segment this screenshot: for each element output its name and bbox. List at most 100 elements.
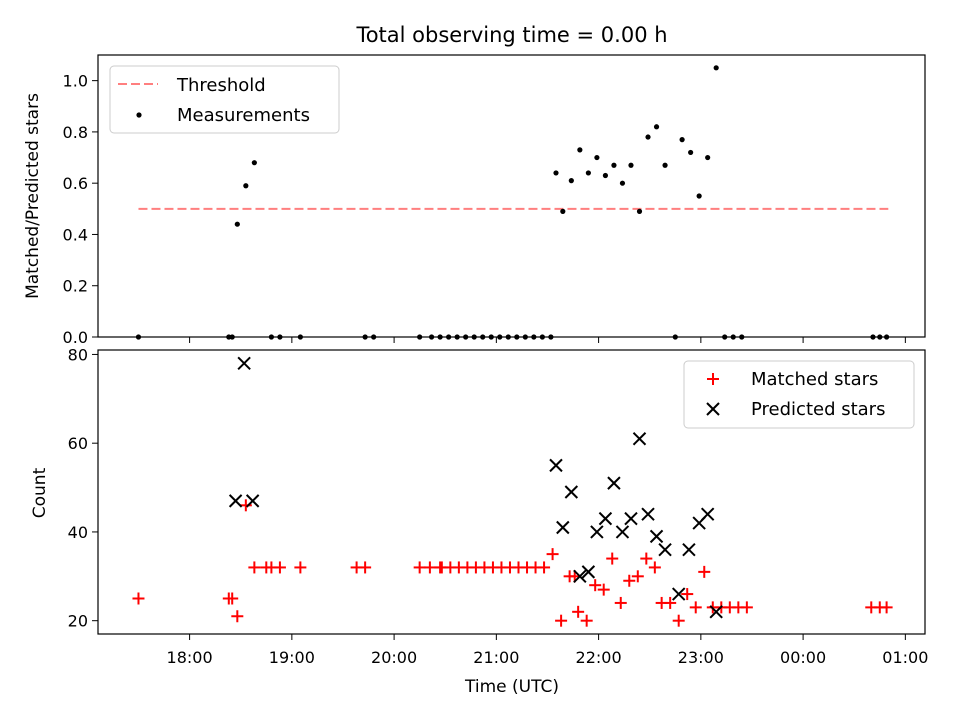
- count-y-tick-label: 60: [68, 434, 88, 453]
- matched-star-point: [597, 583, 610, 596]
- legend-predicted-label: Predicted stars: [751, 399, 885, 420]
- count-y-tick-label: 40: [68, 523, 88, 542]
- predicted-star-point: [682, 542, 696, 557]
- predicted-star-point: [245, 494, 260, 508]
- matched-star-point: [231, 610, 244, 623]
- matched-star-point: [664, 596, 677, 609]
- ratio-y-tick-label: 0.2: [63, 277, 88, 296]
- matched-star-point: [359, 561, 372, 574]
- count-legend: Matched stars Predicted stars: [683, 360, 915, 429]
- legend-matched-label: Matched stars: [751, 369, 878, 390]
- matched-star-point: [631, 570, 644, 583]
- matched-star-point: [606, 552, 619, 565]
- legend-predicted-swatch: [706, 402, 720, 416]
- matched-star-point: [239, 499, 252, 512]
- measurement-point: [251, 160, 257, 166]
- predicted-star-point: [228, 494, 243, 508]
- predicted-star-point: [632, 432, 647, 446]
- ratio-y-axis-label: Matched/Predicted stars: [23, 93, 43, 299]
- predicted-star-point: [590, 525, 604, 539]
- matched-star-point: [614, 596, 627, 609]
- matched-star-point: [698, 565, 711, 578]
- measurement-point: [662, 162, 668, 168]
- matched-star-point: [413, 561, 426, 574]
- matched-star-point: [226, 592, 239, 605]
- matched-star-point: [132, 592, 145, 605]
- predicted-star-point: [598, 511, 613, 526]
- measurement-point: [611, 162, 617, 168]
- count-x-tick-label: 20:00: [371, 648, 417, 667]
- measurement-point: [585, 170, 591, 176]
- measurement-point: [568, 178, 574, 184]
- count-x-tick-label: 23:00: [678, 648, 724, 667]
- measurement-point: [577, 147, 583, 153]
- matched-star-point: [648, 561, 661, 574]
- measurement-point: [653, 124, 660, 130]
- matched-star-point: [572, 605, 585, 618]
- predicted-star-point: [556, 520, 570, 535]
- measurement-point: [636, 208, 643, 214]
- count-y-tick-label: 20: [68, 612, 88, 631]
- matched-star-point: [248, 561, 261, 574]
- measurement-point: [679, 137, 685, 143]
- predicted-star-point: [700, 507, 715, 521]
- matched-star-point: [273, 561, 286, 574]
- legend-threshold-label: Threshold: [176, 75, 266, 96]
- matched-star-point: [623, 574, 636, 587]
- measurement-point: [628, 162, 634, 168]
- measurement-point: [713, 65, 719, 71]
- predicted-star-point: [615, 525, 630, 539]
- matched-star-point: [546, 548, 559, 561]
- count-y-axis-label: Count: [30, 467, 50, 518]
- matched-star-point: [880, 601, 893, 614]
- predicted-star-point: [581, 565, 596, 579]
- measurement-point: [553, 170, 559, 176]
- predicted-star-point: [649, 529, 664, 544]
- count-panel: 20 40 60 80 18:00 19:00 20:00 21:00 22:00 23:00 00…: [30, 345, 928, 697]
- measurement-point: [696, 193, 702, 199]
- ratio-y-tick-label: 1.0: [63, 72, 88, 91]
- measurement-point: [594, 154, 600, 161]
- predicted-star-point: [573, 569, 587, 584]
- matched-star-point: [740, 601, 753, 614]
- ratio-legend: Threshold Measurements: [109, 65, 340, 134]
- count-x-tick-label: 21:00: [473, 648, 519, 667]
- matched-star-point: [689, 601, 702, 614]
- measurement-point: [602, 172, 609, 179]
- count-x-tick-label: 18:00: [167, 648, 213, 667]
- predicted-star-point: [607, 476, 621, 490]
- matched-star-point: [580, 614, 593, 627]
- legend-measurements-swatch: [136, 112, 142, 118]
- count-x-tick-label: 01:00: [882, 648, 928, 667]
- measurement-point: [705, 154, 711, 161]
- predicted-star-point: [709, 605, 723, 619]
- count-y-tick-label: 80: [68, 345, 88, 364]
- ratio-y-tick-label: 0.0: [63, 328, 88, 347]
- predicted-star-point: [237, 356, 251, 371]
- matched-star-point: [538, 561, 551, 574]
- count-x-tick-label: 00:00: [780, 648, 826, 667]
- predicted-star-point: [549, 458, 563, 473]
- ratio-legend-box: [109, 65, 340, 134]
- matched-star-point: [555, 614, 568, 627]
- matched-star-point: [589, 579, 602, 592]
- matched-star-point: [294, 561, 307, 574]
- predicted-star-point: [658, 542, 672, 557]
- matched-star-point: [640, 552, 653, 565]
- count-x-tick-label: 19:00: [269, 648, 315, 667]
- predicted-star-point: [564, 485, 579, 499]
- measurement-point: [234, 221, 240, 227]
- measurement-point: [619, 180, 626, 186]
- matched-star-point: [672, 614, 685, 627]
- ratio-y-tick-label: 0.6: [63, 174, 88, 193]
- chart-title: Total observing time = 0.00 h: [355, 23, 667, 47]
- matched-star-point: [423, 561, 436, 574]
- ratio-plot-frame: [97, 54, 926, 338]
- measurement-point: [243, 183, 249, 189]
- count-legend-box: [683, 360, 915, 429]
- legend-measurements-label: Measurements: [177, 105, 310, 126]
- predicted-star-point: [624, 511, 638, 526]
- x-axis-label: Time (UTC): [464, 677, 559, 697]
- matched-star-point: [681, 588, 694, 601]
